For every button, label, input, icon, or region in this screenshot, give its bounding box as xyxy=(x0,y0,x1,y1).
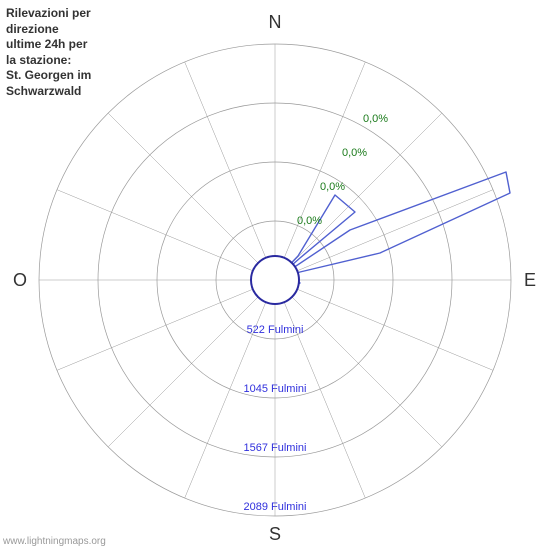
grid-spoke xyxy=(57,289,253,370)
center-hub xyxy=(251,256,299,304)
grid-spoke xyxy=(297,190,493,271)
cardinal-E: E xyxy=(524,270,536,290)
credit-text: www.lightningmaps.org xyxy=(3,536,106,547)
grid-spoke xyxy=(292,297,442,447)
title-line: direzione xyxy=(6,22,59,36)
grid-spoke xyxy=(185,62,266,258)
title-line: St. Georgen im xyxy=(6,68,91,82)
grid-spoke xyxy=(297,289,493,370)
pct-label: 0,0% xyxy=(320,181,345,193)
cardinal-N: N xyxy=(269,12,282,32)
pct-label: 0,0% xyxy=(297,215,322,227)
grid-spoke xyxy=(108,113,258,263)
title-line: ultime 24h per xyxy=(6,37,87,51)
pct-label: 0,0% xyxy=(342,147,367,159)
title-line: Schwarzwald xyxy=(6,84,81,98)
grid-spoke xyxy=(108,297,258,447)
chart-title: Rilevazioni per direzione ultime 24h per… xyxy=(6,6,91,100)
cardinal-S: S xyxy=(269,524,281,544)
grid-spoke xyxy=(292,113,442,263)
title-line: la stazione: xyxy=(6,53,71,67)
title-line: Rilevazioni per xyxy=(6,6,91,20)
grid-spoke xyxy=(57,190,253,271)
pct-label: 0,0% xyxy=(363,113,388,125)
cardinal-O: O xyxy=(13,270,27,290)
grid-spoke xyxy=(185,302,266,498)
grid-spoke xyxy=(284,302,365,498)
